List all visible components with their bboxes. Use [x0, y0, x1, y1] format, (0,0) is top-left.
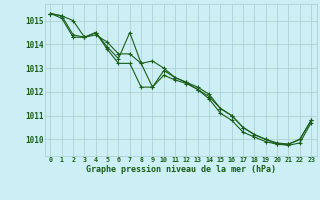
X-axis label: Graphe pression niveau de la mer (hPa): Graphe pression niveau de la mer (hPa) [86, 165, 276, 174]
